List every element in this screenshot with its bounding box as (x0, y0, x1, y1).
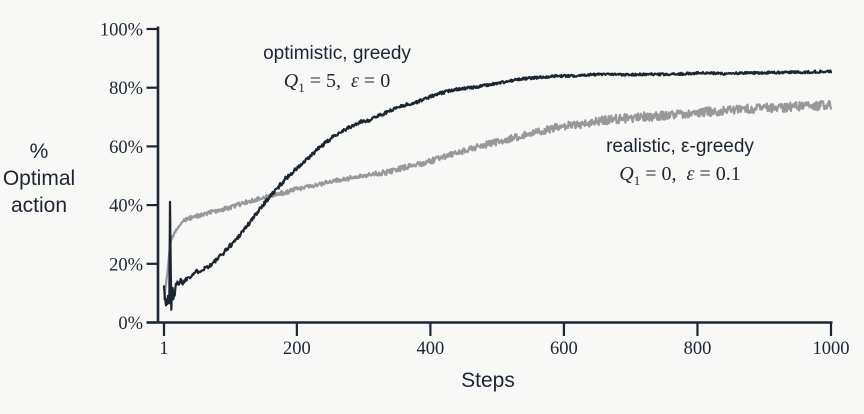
y-tick-label: 100% (100, 21, 143, 41)
y-tick-label: 0% (118, 314, 143, 334)
annotation-optimistic-params: Q1 = 5, ε = 0 (187, 69, 487, 100)
x-tick-label: 600 (550, 339, 578, 359)
math-token: ε (686, 163, 695, 185)
series-line-0 (162, 69, 833, 311)
x-axis-title: Steps (461, 369, 515, 392)
annotation-realistic-params: Q1 = 0, ε = 0.1 (530, 162, 830, 193)
y-tick-label: 20% (109, 255, 143, 275)
annotation-optimistic-name: optimistic, greedy (263, 43, 411, 64)
axis-lines (146, 26, 833, 324)
annotation-optimistic-greedy: optimistic, greedy Q1 = 5, ε = 0 (187, 42, 487, 100)
y-tick-label: 60% (109, 138, 143, 158)
math-token: = 0, (640, 163, 687, 185)
y-axis-title-line: action (10, 194, 68, 217)
annotation-realistic-egreedy: realistic, ε-greedy Q1 = 0, ε = 0.1 (530, 135, 830, 193)
math-token: 1 (633, 173, 641, 188)
x-tick-label: 1000 (813, 339, 850, 359)
y-axis-title: % Optimal action (0, 138, 78, 219)
y-tick-label: 80% (109, 79, 143, 99)
math-token: Q (283, 70, 299, 92)
y-axis-title-line: % (29, 140, 49, 163)
math-token: = 5, (304, 70, 352, 92)
math-token: = 0 (358, 70, 391, 92)
x-tick-label: 400 (417, 339, 445, 359)
x-tick-label: 800 (684, 339, 712, 359)
math-token: Q (619, 163, 634, 185)
annotation-realistic-name: realistic, ε-greedy (606, 136, 754, 157)
series-line-1 (162, 99, 833, 300)
math-token: 1 (298, 80, 305, 95)
math-token: ε (351, 70, 359, 92)
x-tick-label: 1 (159, 339, 168, 359)
y-tick-label: 40% (109, 197, 143, 217)
math-token: = 0.1 (694, 163, 741, 185)
x-tick-label: 200 (283, 339, 311, 359)
y-axis-title-line: Optimal (2, 167, 76, 190)
